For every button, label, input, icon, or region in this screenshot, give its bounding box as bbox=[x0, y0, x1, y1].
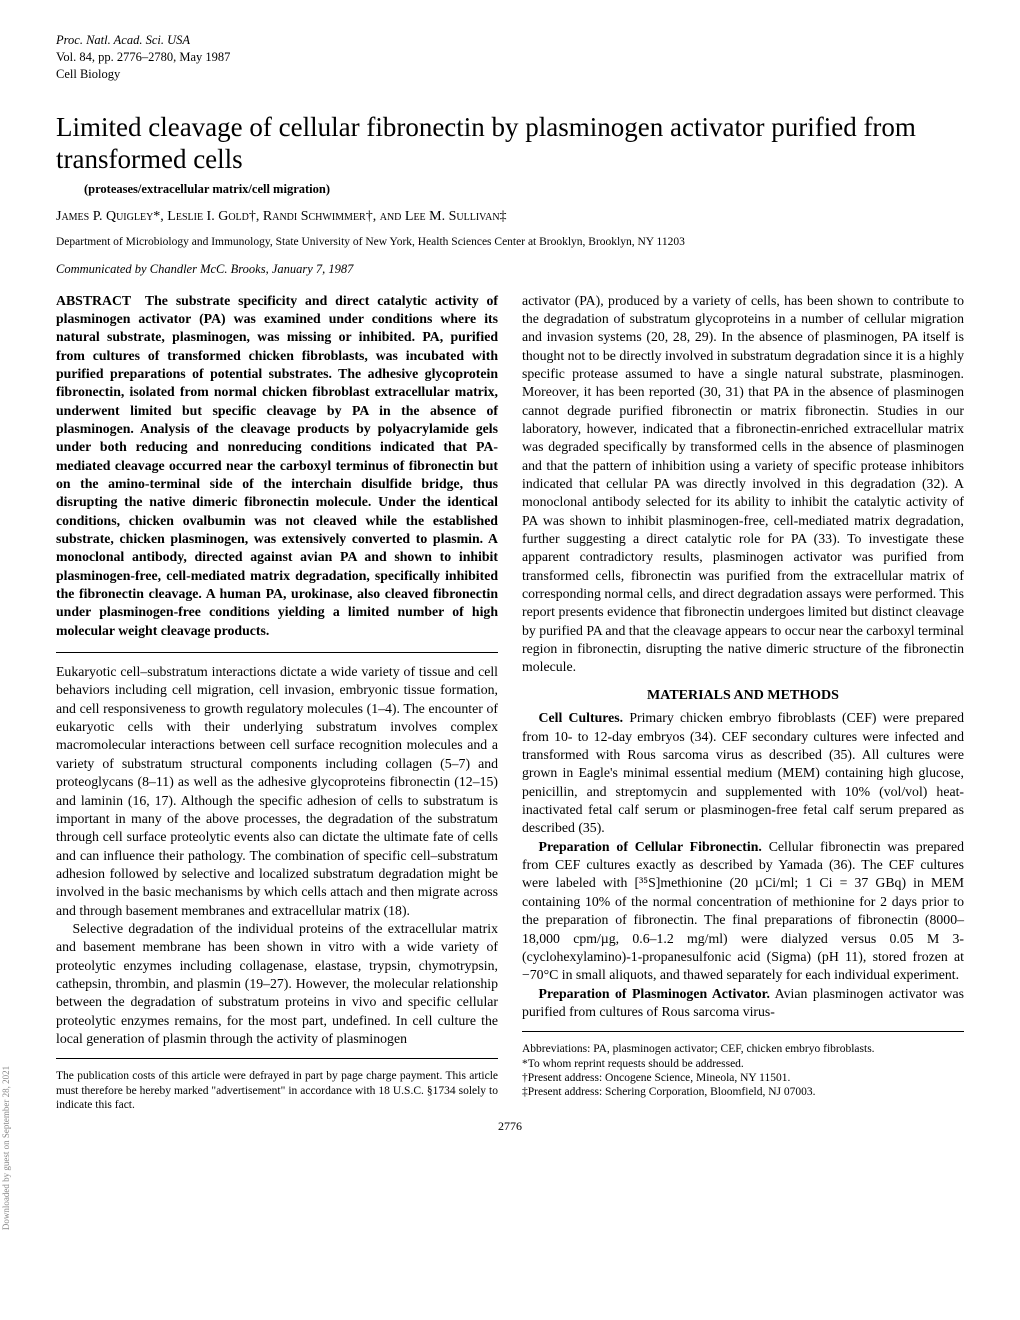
publication-note: The publication costs of this article we… bbox=[56, 1069, 498, 1112]
authors-text: James P. Quigley*, Leslie I. Gold†, Rand… bbox=[56, 209, 507, 224]
article-title: Limited cleavage of cellular fibronectin… bbox=[56, 111, 964, 176]
mm-paragraph-1: Cell Cultures. Primary chicken embryo fi… bbox=[522, 709, 964, 837]
two-column-body: ABSTRACT The substrate specificity and d… bbox=[56, 292, 964, 1113]
materials-methods-heading: MATERIALS AND METHODS bbox=[522, 687, 964, 706]
present-address-2: ‡Present address: Schering Corporation, … bbox=[522, 1085, 964, 1099]
mm-p1-label: Cell Cultures. bbox=[539, 710, 624, 725]
body-paragraph-2: Selective degradation of the individual … bbox=[56, 920, 498, 1048]
right-column: activator (PA), produced by a variety of… bbox=[522, 292, 964, 1113]
left-column: ABSTRACT The substrate specificity and d… bbox=[56, 292, 498, 1113]
communicated-line: Communicated by Chandler McC. Brooks, Ja… bbox=[56, 261, 964, 278]
footnote-divider-right bbox=[522, 1031, 964, 1032]
journal-name: Proc. Natl. Acad. Sci. USA bbox=[56, 32, 964, 49]
page-number: 2776 bbox=[56, 1118, 964, 1134]
affiliation: Department of Microbiology and Immunolog… bbox=[56, 235, 964, 251]
mm-p1-text: Primary chicken embryo fibroblasts (CEF)… bbox=[522, 710, 964, 835]
mm-p3-label: Preparation of Plasminogen Activator. bbox=[539, 986, 770, 1001]
correspondence-note: *To whom reprint requests should be addr… bbox=[522, 1057, 964, 1071]
mm-p2-label: Preparation of Cellular Fibronectin. bbox=[539, 839, 762, 854]
body-paragraph-3: activator (PA), produced by a variety of… bbox=[522, 292, 964, 677]
article-subtitle: (proteases/extracellular matrix/cell mig… bbox=[84, 181, 964, 198]
journal-header: Proc. Natl. Acad. Sci. USA Vol. 84, pp. … bbox=[56, 32, 964, 83]
mm-p2-text: Cellular fibronectin was prepared from C… bbox=[522, 839, 964, 982]
footnotes-right: Abbreviations: PA, plasminogen activator… bbox=[522, 1042, 964, 1100]
mm-paragraph-2: Preparation of Cellular Fibronectin. Cel… bbox=[522, 838, 964, 985]
mm-paragraph-3: Preparation of Plasminogen Activator. Av… bbox=[522, 985, 964, 1022]
download-watermark: Downloaded by guest on September 28, 202… bbox=[0, 1066, 12, 1230]
abstract-divider bbox=[56, 652, 498, 653]
footnote-divider-left bbox=[56, 1058, 498, 1059]
abbrev-note: Abbreviations: PA, plasminogen activator… bbox=[522, 1042, 964, 1056]
abstract: ABSTRACT The substrate specificity and d… bbox=[56, 292, 498, 641]
authors-line: James P. Quigley*, Leslie I. Gold†, Rand… bbox=[56, 208, 964, 227]
present-address-1: †Present address: Oncogene Science, Mine… bbox=[522, 1071, 964, 1085]
body-paragraph-1: Eukaryotic cell–substratum interactions … bbox=[56, 663, 498, 920]
section-line: Cell Biology bbox=[56, 66, 964, 83]
volume-line: Vol. 84, pp. 2776–2780, May 1987 bbox=[56, 49, 964, 66]
